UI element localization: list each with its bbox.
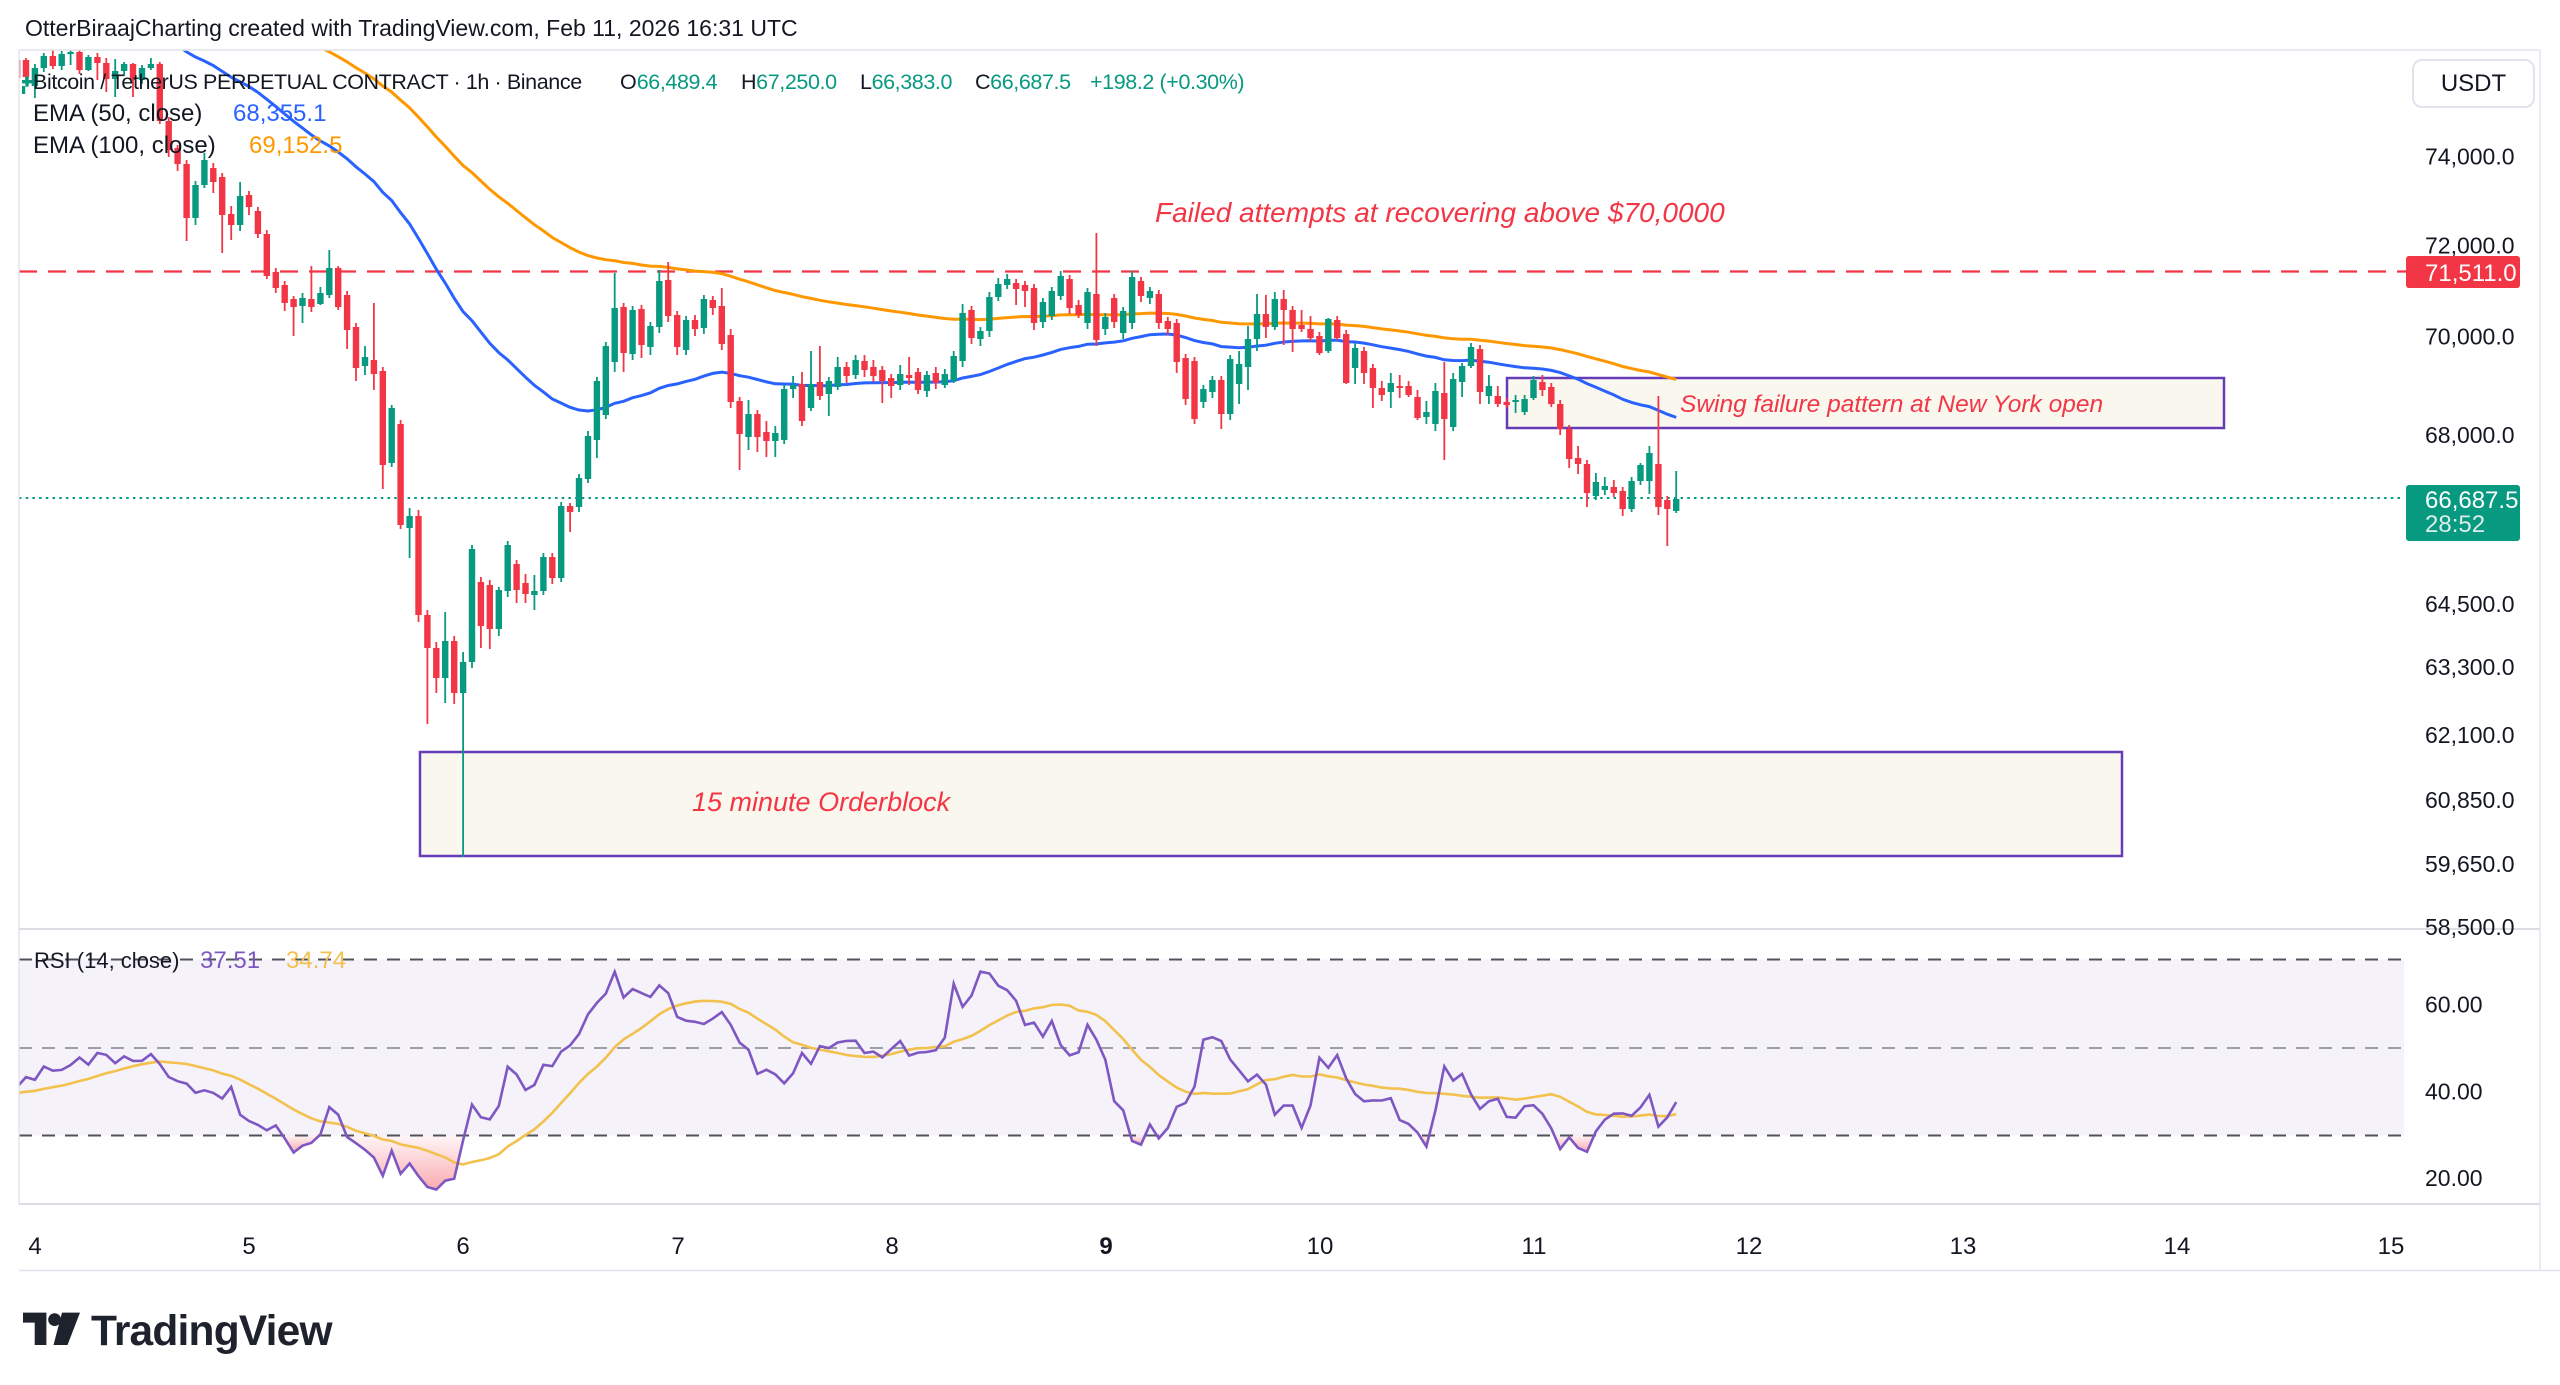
svg-text:71,511.0: 71,511.0 <box>2425 260 2517 287</box>
svg-text:66,687.5: 66,687.5 <box>2425 487 2518 514</box>
svg-text:59,650.0: 59,650.0 <box>2425 851 2515 877</box>
svg-text:15: 15 <box>2378 1233 2405 1260</box>
svg-text:12: 12 <box>1736 1233 1763 1260</box>
svg-text:20.00: 20.00 <box>2425 1165 2483 1191</box>
svg-text:13: 13 <box>1950 1233 1977 1260</box>
svg-text:EMA (50, close)68,355.1: EMA (50, close) 68,355.1 <box>33 100 326 127</box>
svg-text:11: 11 <box>1522 1233 1547 1260</box>
svg-text:58,500.0: 58,500.0 <box>2425 914 2515 940</box>
svg-text:15 minute Orderblock: 15 minute Orderblock <box>692 787 952 817</box>
svg-text:Swing failure pattern at New Y: Swing failure pattern at New York open <box>1680 391 2103 418</box>
svg-text:4: 4 <box>28 1233 41 1260</box>
svg-text:OtterBiraajCharting created wi: OtterBiraajCharting created with Trading… <box>25 15 798 41</box>
svg-text:40.00: 40.00 <box>2425 1078 2483 1104</box>
svg-text:74,000.0: 74,000.0 <box>2425 144 2515 170</box>
svg-text:10: 10 <box>1307 1233 1334 1260</box>
svg-text:Bitcoin / TetherUS PERPETUAL C: Bitcoin / TetherUS PERPETUAL CONTRACT · … <box>33 70 1244 94</box>
svg-text:63,300.0: 63,300.0 <box>2425 654 2515 680</box>
svg-text:14: 14 <box>2164 1233 2191 1260</box>
svg-text:9: 9 <box>1099 1233 1112 1260</box>
svg-text:60.00: 60.00 <box>2425 992 2483 1018</box>
svg-text:28:52: 28:52 <box>2425 511 2485 538</box>
svg-text:62,100.0: 62,100.0 <box>2425 722 2515 748</box>
svg-text:68,000.0: 68,000.0 <box>2425 422 2515 448</box>
svg-text:TradingView: TradingView <box>91 1308 334 1355</box>
svg-text:7: 7 <box>671 1233 684 1260</box>
svg-text:Failed attempts at recovering: Failed attempts at recovering above $70,… <box>1155 197 1725 228</box>
svg-text:70,000.0: 70,000.0 <box>2425 324 2515 350</box>
svg-text:EMA (100, close)69,152.5: EMA (100, close) 69,152.5 <box>33 132 342 159</box>
svg-text:60,850.0: 60,850.0 <box>2425 787 2515 813</box>
svg-text:5: 5 <box>242 1233 255 1260</box>
svg-text:64,500.0: 64,500.0 <box>2425 591 2515 617</box>
svg-text:8: 8 <box>885 1233 898 1260</box>
svg-text:6: 6 <box>456 1233 469 1260</box>
svg-text:USDT: USDT <box>2441 70 2507 97</box>
svg-text:72,000.0: 72,000.0 <box>2425 233 2515 259</box>
